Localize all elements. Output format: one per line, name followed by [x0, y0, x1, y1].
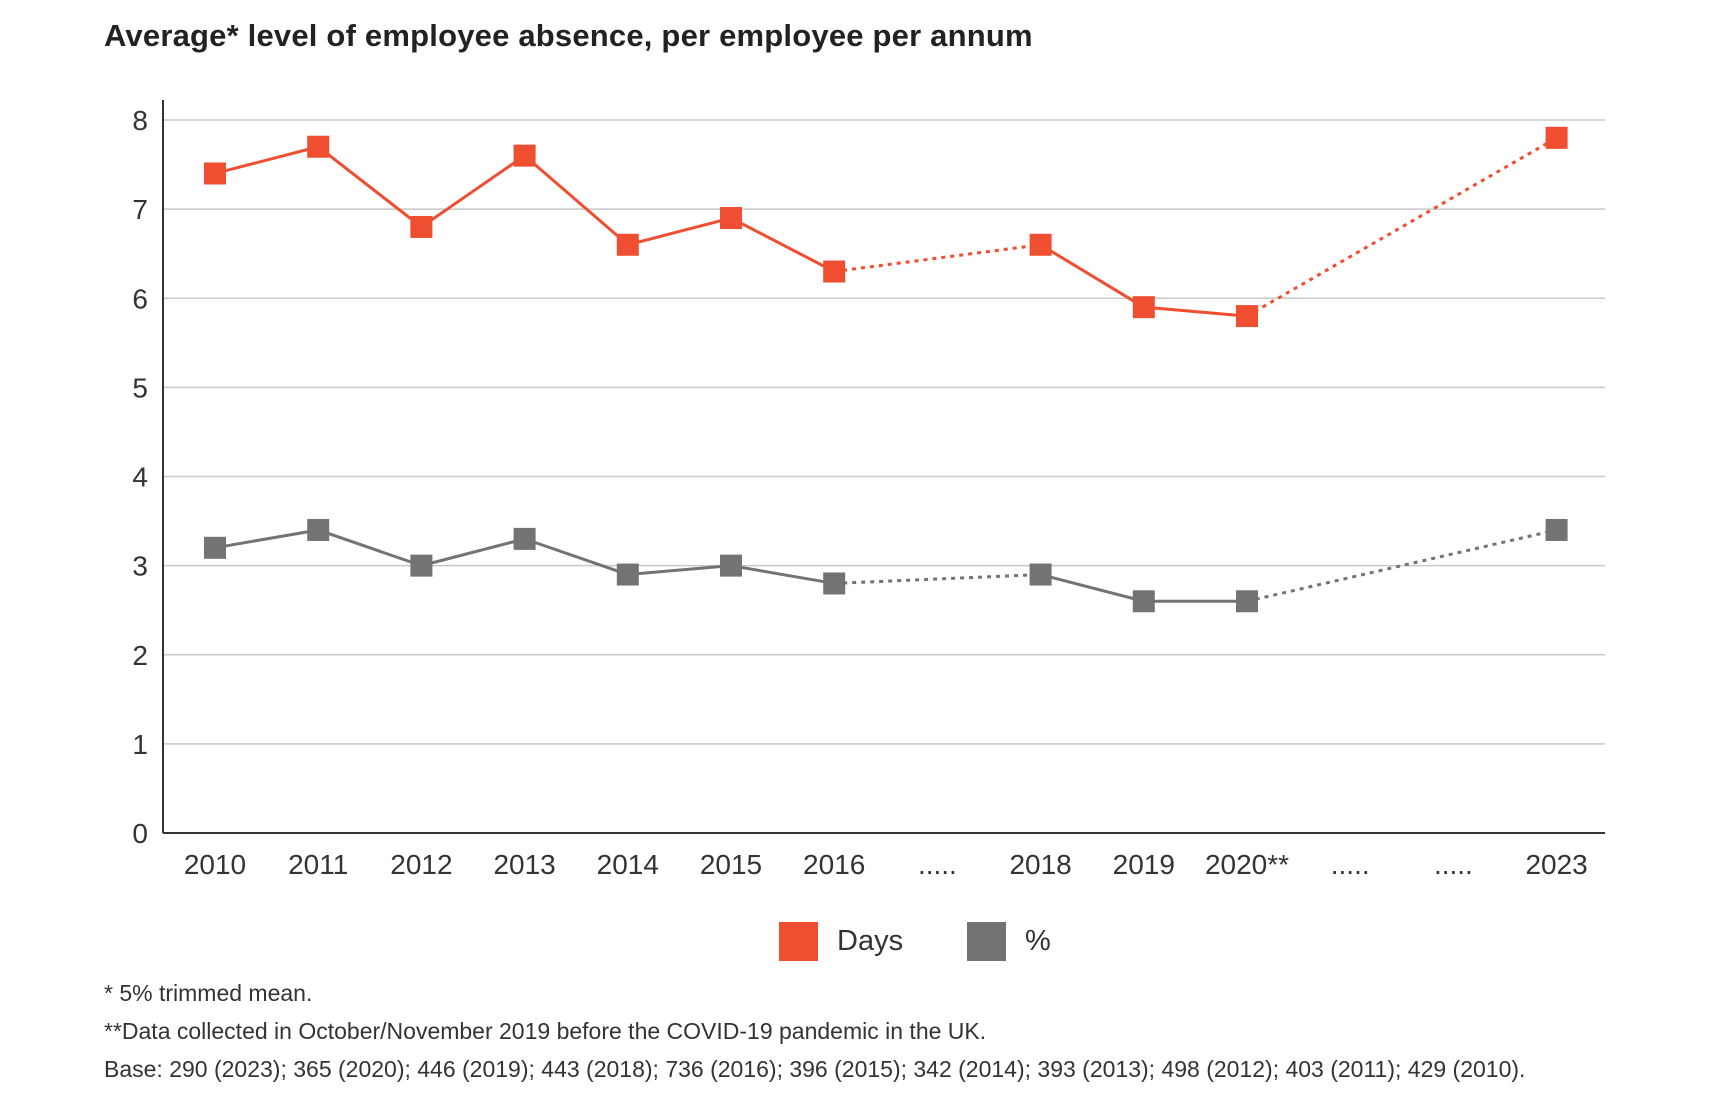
x-tick-label: 2013	[493, 849, 555, 880]
data-point-percent	[1132, 590, 1155, 613]
footnote-data-collection: **Data collected in October/November 201…	[104, 1018, 987, 1044]
data-point-percent	[720, 554, 742, 577]
series-segment-percent	[421, 537, 525, 568]
data-point-days	[307, 135, 330, 158]
y-tick-label: 5	[132, 372, 148, 403]
legend-item-days: Days	[779, 922, 903, 961]
x-tick-labels: 2010 2011 2012 2013 2014 2015 2016..... 2018 201…	[184, 849, 1588, 880]
x-tick-label: .....	[1331, 849, 1370, 880]
series-segment-days	[1039, 243, 1145, 309]
data-point-days	[823, 260, 846, 283]
series-segment-percent	[627, 564, 732, 577]
axes	[162, 100, 1605, 834]
series-segment-percent	[730, 564, 835, 585]
y-tick-label: 0	[132, 818, 148, 849]
legend-label-days: Days	[837, 925, 904, 957]
data-point-days	[513, 144, 536, 167]
series-lines	[214, 136, 1558, 603]
data-point-percent	[204, 536, 226, 559]
data-point-days	[720, 207, 742, 230]
series-markers	[204, 126, 1568, 613]
x-tick-label: 2019	[1113, 849, 1175, 880]
x-tick-label: 2020**	[1205, 849, 1289, 880]
series-segment-days	[420, 154, 526, 229]
data-point-percent	[513, 527, 536, 550]
series-segment-days	[834, 243, 1041, 274]
y-tick-label: 4	[132, 462, 148, 493]
y-tick-label: 2	[132, 640, 148, 671]
series-segment-percent	[834, 573, 1041, 585]
data-point-percent	[1236, 590, 1258, 613]
chart-title: Average* level of employee absence, per …	[104, 18, 1033, 53]
footnote-base: Base: 290 (2023); 365 (2020); 446 (2019)…	[104, 1056, 1526, 1082]
series-segment-percent	[524, 537, 629, 576]
x-tick-label: 2023	[1525, 849, 1587, 880]
data-point-days	[1545, 126, 1568, 149]
y-tick-label: 8	[132, 105, 148, 136]
x-tick-label: 2010	[184, 849, 246, 880]
legend-swatch-percent	[967, 922, 1006, 961]
data-point-percent	[410, 554, 433, 577]
legend-swatch-days	[779, 922, 818, 961]
data-point-percent	[1029, 563, 1052, 586]
series-segment-days	[317, 145, 423, 229]
x-tick-label: 2016	[803, 849, 865, 880]
legend-label-percent: %	[1025, 925, 1051, 957]
series-segment-days	[1246, 136, 1558, 318]
data-point-percent	[307, 518, 330, 541]
series-segment-percent	[317, 528, 422, 568]
data-point-days	[410, 215, 433, 238]
data-point-percent	[823, 572, 846, 595]
y-tick-label: 1	[132, 729, 148, 760]
y-tick-label: 7	[132, 194, 148, 225]
x-tick-label: 2015	[700, 849, 762, 880]
data-point-days	[1236, 305, 1258, 328]
x-tick-label: .....	[918, 849, 957, 880]
x-tick-label: .....	[1434, 849, 1473, 880]
y-tick-label: 6	[132, 283, 148, 314]
series-segment-percent	[1246, 528, 1557, 603]
footnote-trimmed-mean: * 5% trimmed mean.	[104, 980, 313, 1006]
x-tick-label: 2012	[390, 849, 452, 880]
data-point-percent	[616, 563, 639, 586]
data-point-days	[616, 233, 639, 256]
series-segment-percent	[1040, 573, 1145, 603]
x-tick-label: 2011	[288, 849, 348, 880]
series-segment-days	[214, 145, 319, 175]
series-segment-percent	[214, 528, 319, 550]
x-tick-label: 2014	[597, 849, 659, 880]
data-point-percent	[1545, 518, 1568, 541]
series-segment-days	[1143, 305, 1248, 318]
y-tick-label: 3	[132, 551, 148, 582]
series-segment-days	[523, 154, 629, 246]
data-point-days	[1132, 296, 1155, 319]
x-tick-label: 2018	[1009, 849, 1071, 880]
data-point-days	[1029, 233, 1052, 256]
series-segment-days	[627, 216, 732, 247]
gridlines	[163, 119, 1605, 745]
legend-item-percent: %	[967, 922, 1051, 961]
data-point-days	[204, 162, 226, 185]
y-tick-labels: 0 1 2 3 4 5 6 7 8	[132, 105, 148, 849]
series-segment-days	[730, 216, 835, 273]
